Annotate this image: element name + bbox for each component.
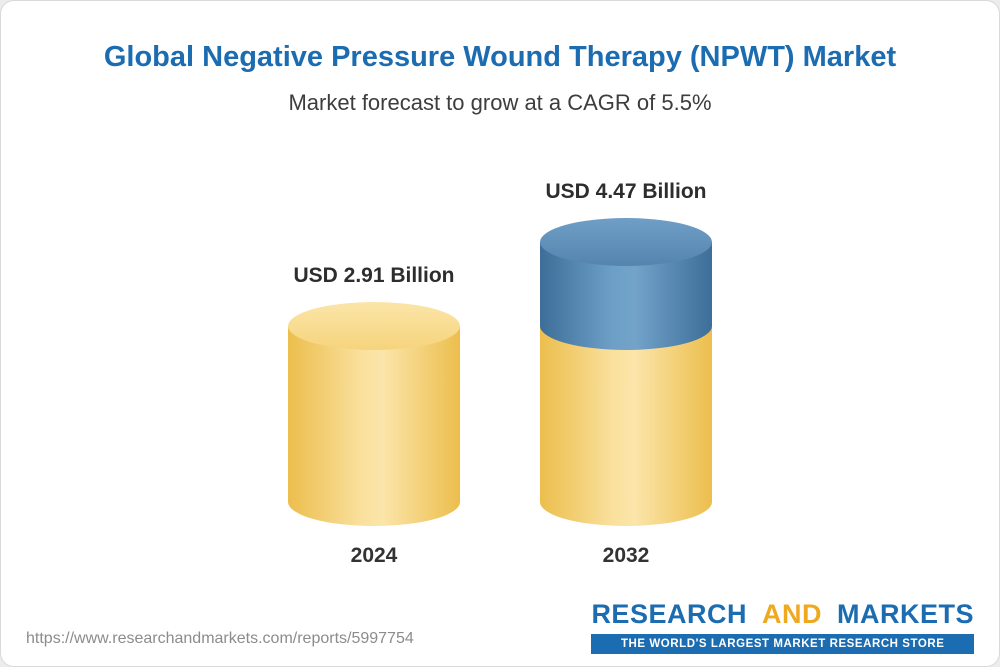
- cylinder-2032-base-segment: [540, 325, 712, 527]
- category-label-2032: 2032: [602, 544, 650, 568]
- report-url[interactable]: https://www.researchandmarkets.com/repor…: [26, 630, 414, 647]
- cylinder-2024-body: [288, 325, 460, 527]
- company-logo-tagline: THE WORLD'S LARGEST MARKET RESEARCH STOR…: [591, 634, 974, 654]
- category-label-2024: 2024: [350, 544, 398, 568]
- bar-chart: USD 2.91 Billion 2024 USD 4.47 Billion 2…: [1, 126, 999, 568]
- cylinder-2032-top-ellipse: [540, 217, 712, 266]
- chart-title: Global Negative Pressure Wound Therapy (…: [103, 41, 897, 73]
- cylinder-2032: [540, 217, 712, 527]
- cylinder-2024-top-ellipse: [288, 301, 460, 350]
- company-logo: RESEARCH AND MARKETS THE WORLD'S LARGEST…: [591, 599, 974, 654]
- cylinder-2024: [288, 301, 460, 527]
- chart-subtitle: Market forecast to grow at a CAGR of 5.5…: [288, 90, 712, 116]
- logo-word-and: AND: [761, 599, 822, 629]
- bar-group-2024: USD 2.91 Billion 2024: [288, 264, 460, 569]
- logo-word-research: RESEARCH: [591, 599, 747, 629]
- value-label-2024: USD 2.91 Billion: [293, 263, 455, 287]
- logo-word-markets: MARKETS: [837, 599, 974, 629]
- company-logo-wordmark: RESEARCH AND MARKETS: [591, 599, 974, 630]
- bar-group-2032: USD 4.47 Billion 2032: [540, 180, 712, 568]
- value-label-2032: USD 4.47 Billion: [545, 179, 707, 203]
